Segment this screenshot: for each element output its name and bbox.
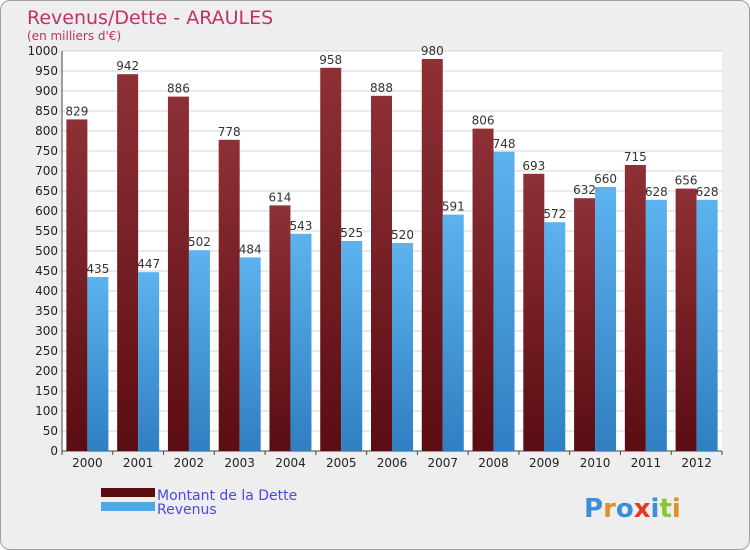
legend-label-debt: Montant de la Dette (157, 488, 297, 504)
value-label-debt: 886 (167, 82, 190, 96)
value-label-revenus: 660 (594, 172, 617, 186)
x-tick-label: 2003 (224, 456, 255, 470)
bar-revenus (239, 257, 261, 451)
legend-label-revenus: Revenus (157, 502, 217, 518)
value-label-debt: 980 (421, 44, 444, 58)
value-label-revenus: 572 (543, 207, 566, 221)
y-tick-label: 1000 (27, 44, 58, 58)
bar-revenus (87, 277, 109, 451)
value-label-revenus: 591 (442, 200, 465, 214)
y-tick-label: 800 (35, 124, 58, 138)
bar-revenus (645, 199, 667, 451)
bar-debt (269, 205, 291, 451)
bar-revenus (392, 243, 413, 451)
y-tick-label: 750 (35, 144, 58, 158)
y-tick-label: 300 (35, 324, 58, 338)
value-label-debt: 715 (624, 150, 647, 164)
legend: Montant de la Dette Revenus (101, 488, 297, 518)
bar-debt (574, 198, 596, 451)
bar-revenus (290, 233, 312, 451)
x-tick-label: 2011 (631, 456, 662, 470)
x-tick-label: 2005 (326, 456, 357, 470)
y-tick-label: 150 (35, 384, 58, 398)
x-tick-label: 2001 (123, 456, 154, 470)
plot-area: 0 50 100 150 200 250 300 350 400 450 500 550 600 650 7… (27, 44, 723, 470)
y-tick-label: 350 (35, 304, 58, 318)
bar-revenus (188, 250, 210, 451)
bar-debt (117, 74, 139, 451)
bar-debt (66, 119, 88, 452)
value-label-revenus: 543 (290, 219, 313, 233)
x-tick-label: 2007 (427, 456, 458, 470)
value-label-revenus: 525 (340, 226, 363, 240)
x-tick-label: 2006 (377, 456, 408, 470)
value-label-debt: 632 (573, 183, 596, 197)
bar-debt (472, 128, 494, 451)
y-tick-label: 50 (43, 424, 58, 438)
bar-debt (624, 165, 646, 451)
value-label-revenus: 628 (645, 185, 668, 199)
y-tick-label: 400 (35, 284, 58, 298)
value-label-debt: 958 (319, 53, 342, 67)
chart-subtitle: (en milliers d'€) (27, 29, 121, 43)
x-tick-label: 2008 (478, 456, 509, 470)
value-label-debt: 942 (116, 59, 139, 73)
y-tick-label: 0 (50, 444, 58, 458)
value-label-revenus: 435 (86, 262, 109, 276)
bar-revenus (442, 214, 464, 451)
bar-debt (167, 96, 189, 451)
bar-debt (371, 95, 392, 452)
bar-revenus (138, 272, 160, 451)
x-tick-label: 2009 (529, 456, 560, 470)
chart-title: Revenus/Dette - ARAULES (27, 7, 273, 29)
x-tick-label: 2004 (275, 456, 306, 470)
y-tick-label: 900 (35, 84, 58, 98)
bar-debt (421, 59, 443, 451)
value-label-revenus: 502 (188, 235, 211, 249)
value-label-revenus: 748 (493, 137, 516, 151)
y-tick-label: 550 (35, 224, 58, 238)
value-label-debt: 778 (218, 125, 241, 139)
x-tick-label: 2000 (72, 456, 103, 470)
value-label-debt: 693 (522, 159, 545, 173)
proxiti-logo: Proxiti (584, 494, 681, 524)
value-label-debt: 888 (370, 81, 393, 95)
value-label-revenus: 520 (391, 228, 414, 242)
value-label-debt: 614 (269, 190, 292, 204)
y-tick-label: 650 (35, 184, 58, 198)
bar-revenus (341, 241, 363, 451)
value-label-debt: 829 (65, 104, 88, 118)
value-label-debt: 656 (675, 174, 698, 188)
legend-swatch-debt (101, 488, 155, 497)
bar-revenus (696, 199, 718, 451)
y-tick-label: 200 (35, 364, 58, 378)
value-label-revenus: 447 (137, 257, 160, 271)
value-label-revenus: 628 (696, 185, 719, 199)
bar-debt (675, 188, 697, 451)
bar-debt (218, 139, 240, 452)
y-tick-label: 700 (35, 164, 58, 178)
bar-debt (320, 67, 342, 452)
y-tick-label: 500 (35, 244, 58, 258)
bar-debt (523, 173, 545, 452)
y-tick-label: 950 (35, 64, 58, 78)
y-tick-label: 600 (35, 204, 58, 218)
y-tick-label: 100 (35, 404, 58, 418)
x-tick-label: 2002 (174, 456, 205, 470)
bar-revenus (544, 222, 566, 451)
value-label-debt: 806 (472, 114, 495, 128)
bar-revenus (493, 151, 515, 452)
y-tick-label: 850 (35, 104, 58, 118)
x-tick-label: 2010 (580, 456, 611, 470)
y-tick-label: 250 (35, 344, 58, 358)
bar-revenus (595, 187, 617, 451)
x-tick-label: 2012 (681, 456, 712, 470)
y-tick-label: 450 (35, 264, 58, 278)
legend-swatch-revenus (101, 502, 155, 511)
value-label-revenus: 484 (239, 242, 262, 256)
